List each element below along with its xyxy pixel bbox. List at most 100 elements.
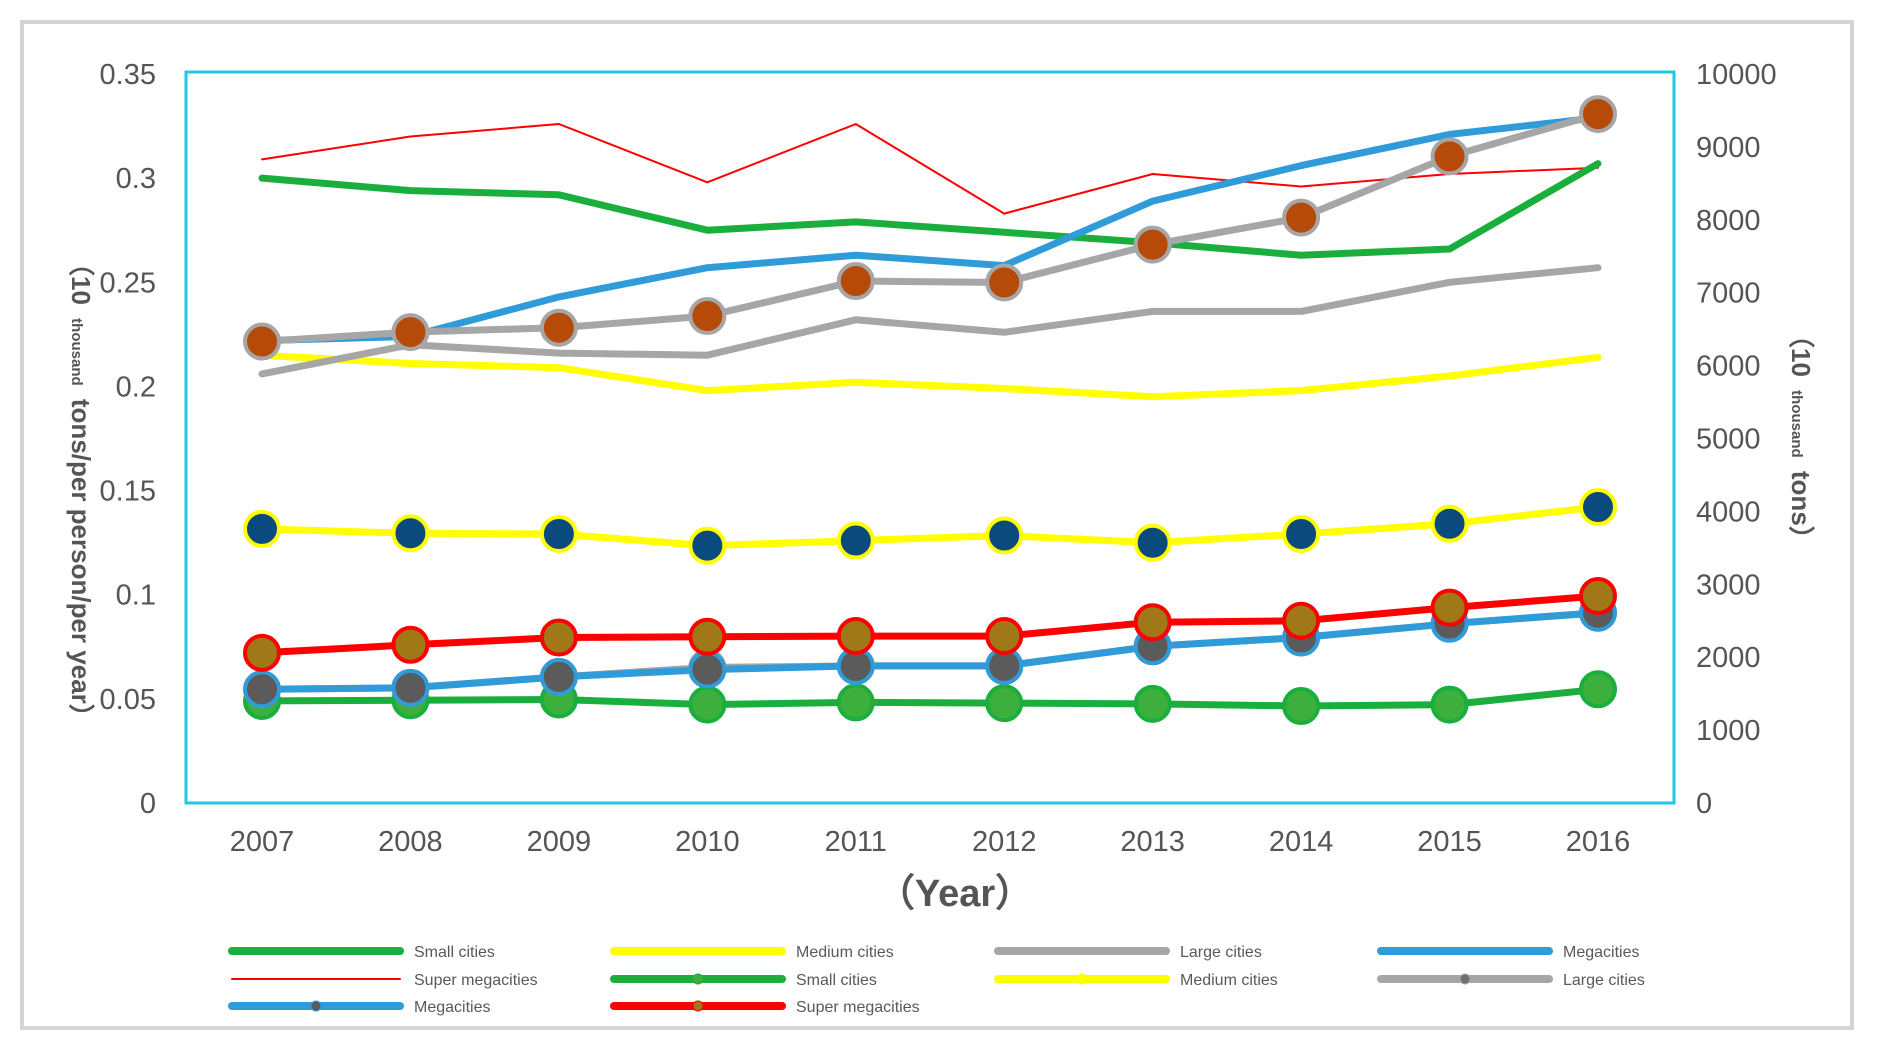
- medium-cities-point: [688, 526, 727, 565]
- super-megacities-point: [539, 618, 578, 657]
- legend-label-large-cities: Large cities: [1180, 944, 1262, 961]
- megacities-point: [688, 650, 727, 689]
- y-left-tick-label: 0.1: [116, 580, 156, 612]
- megacities-point: [539, 657, 578, 696]
- megacities-point: [243, 670, 281, 709]
- medium-cities-point: [1133, 523, 1172, 562]
- y-left-tick-label: 0.05: [100, 684, 156, 716]
- super-megacities-point: [1133, 603, 1172, 642]
- y-right-tick-label: 9000: [1696, 132, 1761, 164]
- large-cities-total-point: [688, 297, 727, 336]
- y-right-tick-label: 0: [1696, 788, 1712, 820]
- medium-cities-point: [243, 509, 281, 548]
- medium-cities-right-line: [258, 503, 1602, 550]
- x-tick-label: 2015: [1417, 826, 1482, 858]
- megacities-left-line: [258, 114, 1602, 345]
- x-tick-label: 2007: [230, 826, 295, 858]
- y-right-tick-label: 7000: [1696, 278, 1761, 310]
- x-tick-label: 2009: [527, 826, 592, 858]
- medium-cities-point: [1282, 514, 1321, 553]
- y-right-label-main: tons）: [1786, 471, 1816, 552]
- axes-layer: 0 0.05 0.1 0.15 0.2 0.25 0.3 0.35 0 1000 2000 3000 4…: [100, 59, 1777, 858]
- medium-cities-point: [1579, 488, 1617, 527]
- y-right-tick-label: 8000: [1696, 205, 1761, 237]
- svg-text:（10 thousand tons/: （10 thousand tons/per person/per year）: [66, 250, 96, 730]
- super-megacities-point: [1430, 588, 1469, 627]
- large-cities-total-point: [1579, 95, 1617, 134]
- legend-marker-megacities: [310, 1000, 322, 1012]
- small-cities-point: [688, 685, 727, 724]
- y-left-label-small: thousand: [68, 318, 85, 386]
- x-tick-label: 2010: [675, 826, 740, 858]
- y-axis-right-label: （10 thousand tons）: [1786, 322, 1816, 552]
- medium-cities-left-line: [258, 351, 1602, 401]
- large-cities-total-line: [258, 110, 1602, 345]
- x-tick-label: 2011: [825, 826, 887, 858]
- y-right-tick-label: 10000: [1696, 59, 1777, 91]
- legend: Small cities Medium cities Large cities Meg…: [228, 944, 1645, 1016]
- small-cities-point: [1579, 670, 1617, 709]
- megacities-right-line: [258, 609, 1602, 693]
- legend-marker-large-cities: [1459, 973, 1471, 985]
- super-megacities-right-line: [258, 592, 1602, 657]
- small-cities-right-line: [258, 685, 1602, 710]
- y-right-label-small: thousand: [1788, 390, 1805, 458]
- super-megacities-point: [985, 617, 1024, 656]
- large-cities-total-point: [1133, 225, 1172, 264]
- y-left-tick-label: 0.15: [100, 476, 156, 508]
- medium-cities-point: [391, 514, 430, 553]
- medium-cities-point: [836, 521, 875, 560]
- x-tick-label: 2016: [1566, 826, 1631, 858]
- large-cities-total-point: [1282, 198, 1321, 237]
- legend-label-megacities: Megacities: [414, 999, 490, 1016]
- large-cities-total-point: [539, 308, 578, 347]
- y-left-tick-label: 0: [140, 788, 156, 820]
- y-left-tick-label: 0.3: [116, 163, 156, 195]
- x-tick-label: 2012: [972, 826, 1037, 858]
- legend-marker-super-megacities: [692, 1000, 704, 1012]
- y-left-label-prefix: （10: [66, 250, 96, 305]
- small-cities-point: [1430, 685, 1469, 724]
- small-cities-point: [1282, 687, 1321, 726]
- y-right-tick-label: 4000: [1696, 496, 1761, 528]
- large-cities-total-point: [1430, 137, 1469, 176]
- y-right-tick-label: 2000: [1696, 642, 1761, 674]
- super-megacities-point: [1282, 601, 1321, 640]
- y-right-tick-label: 6000: [1696, 351, 1761, 383]
- small-cities-point: [836, 683, 875, 722]
- y-right-tick-label: 1000: [1696, 715, 1761, 747]
- legend-marker-small-cities: [692, 973, 704, 985]
- svg-text:（10 thousand tons）: （10 thousand tons）: [1786, 322, 1816, 552]
- legend-label-super-megacities: Super megacities: [796, 999, 920, 1016]
- large-cities-total-point: [391, 313, 430, 352]
- small-cities-point: [1133, 684, 1172, 723]
- medium-cities-point: [539, 514, 578, 553]
- legend-label-medium-cities: Medium cities: [1180, 972, 1278, 989]
- y-left-tick-label: 0.35: [100, 59, 156, 91]
- large-cities-total-point: [836, 262, 875, 301]
- y-left-tick-label: 0.2: [116, 371, 156, 403]
- legend-label-megacities: Megacities: [1563, 944, 1639, 961]
- legend-label-small-cities: Small cities: [414, 944, 495, 961]
- y-left-tick-label: 0.25: [100, 267, 156, 299]
- x-tick-label: 2008: [378, 826, 443, 858]
- large-cities-left-line: [258, 264, 1602, 378]
- series-layer: [243, 95, 1617, 726]
- legend-marker-medium-cities: [1076, 973, 1088, 985]
- small-cities-point: [985, 684, 1024, 723]
- small-cities-left-line: [258, 160, 1602, 259]
- megacities-point: [391, 668, 430, 707]
- medium-cities-point: [1430, 504, 1469, 543]
- y-right-tick-label: 3000: [1696, 569, 1761, 601]
- x-axis-label: （Year）: [877, 873, 1033, 915]
- y-right-label-prefix: （10: [1786, 322, 1816, 377]
- large-cities-total-point: [243, 322, 281, 361]
- x-tick-label: 2014: [1269, 826, 1334, 858]
- y-axis-left-label: （10 thousand tons/per person/per year）: [66, 250, 96, 730]
- large-cities-total-point: [985, 263, 1024, 302]
- y-left-label-main: tons/per person/per year）: [66, 399, 96, 730]
- x-tick-label: 2013: [1120, 826, 1185, 858]
- super-megacities-point: [688, 617, 727, 656]
- super-megacities-point: [243, 633, 281, 672]
